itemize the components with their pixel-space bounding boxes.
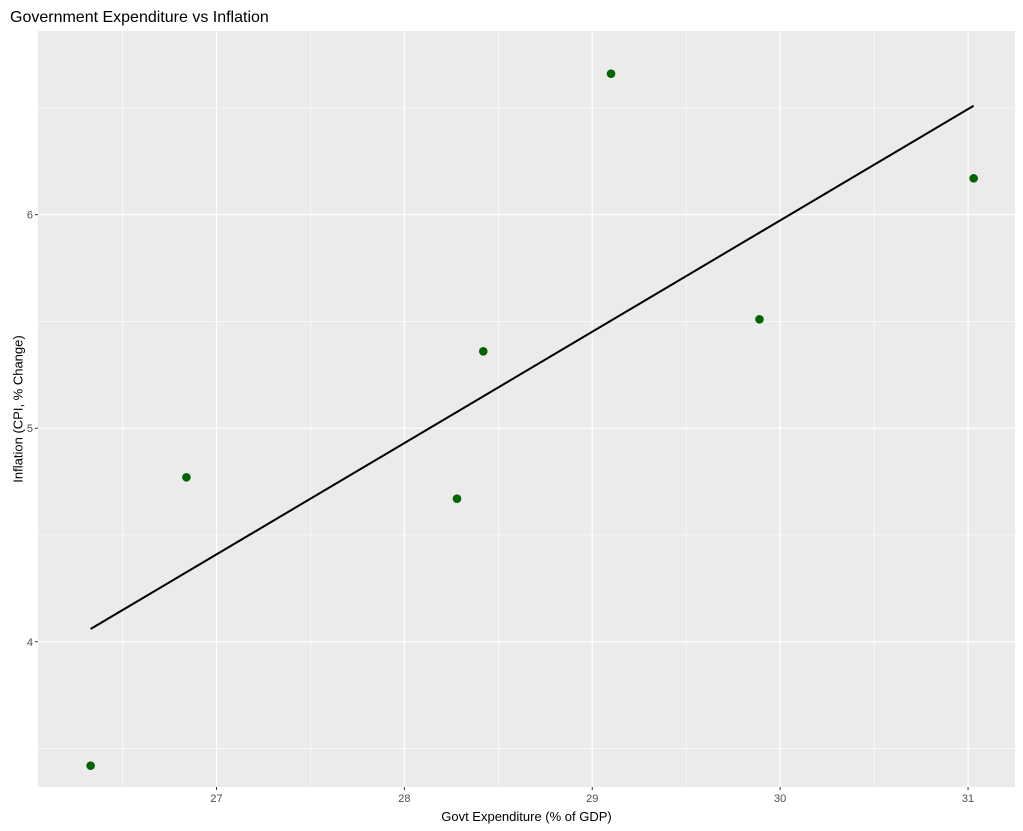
x-tick-label: 29: [586, 793, 598, 805]
plot-panel: [38, 31, 1015, 787]
x-axis-title: Govt Expenditure (% of GDP): [441, 809, 612, 824]
data-point: [478, 347, 488, 356]
data-point: [606, 69, 616, 79]
y-tick-label: 5: [27, 423, 33, 435]
data-point: [755, 315, 764, 324]
x-axis-ticks: 27 28 29 30 31: [210, 787, 974, 805]
trend-line: [90, 104, 975, 630]
y-tick-label: 6: [27, 210, 33, 222]
y-tick-label: 4: [27, 637, 33, 649]
y-axis-ticks: 4 5 6: [27, 210, 38, 649]
major-gridlines: [38, 31, 1015, 787]
x-tick-label: 28: [398, 793, 410, 805]
minor-gridlines: [38, 31, 1015, 787]
x-tick-label: 27: [210, 793, 222, 805]
data-point: [969, 174, 978, 183]
chart-title: Government Expenditure vs Inflation: [10, 9, 269, 26]
data-points: [86, 69, 978, 770]
data-point: [182, 473, 191, 482]
data-point: [86, 761, 95, 770]
x-tick-label: 31: [962, 793, 974, 805]
trend-line-group: [90, 104, 975, 630]
y-axis-title: Inflation (CPI, % Change): [11, 335, 26, 482]
data-point: [452, 494, 462, 503]
x-tick-label: 30: [774, 793, 786, 805]
